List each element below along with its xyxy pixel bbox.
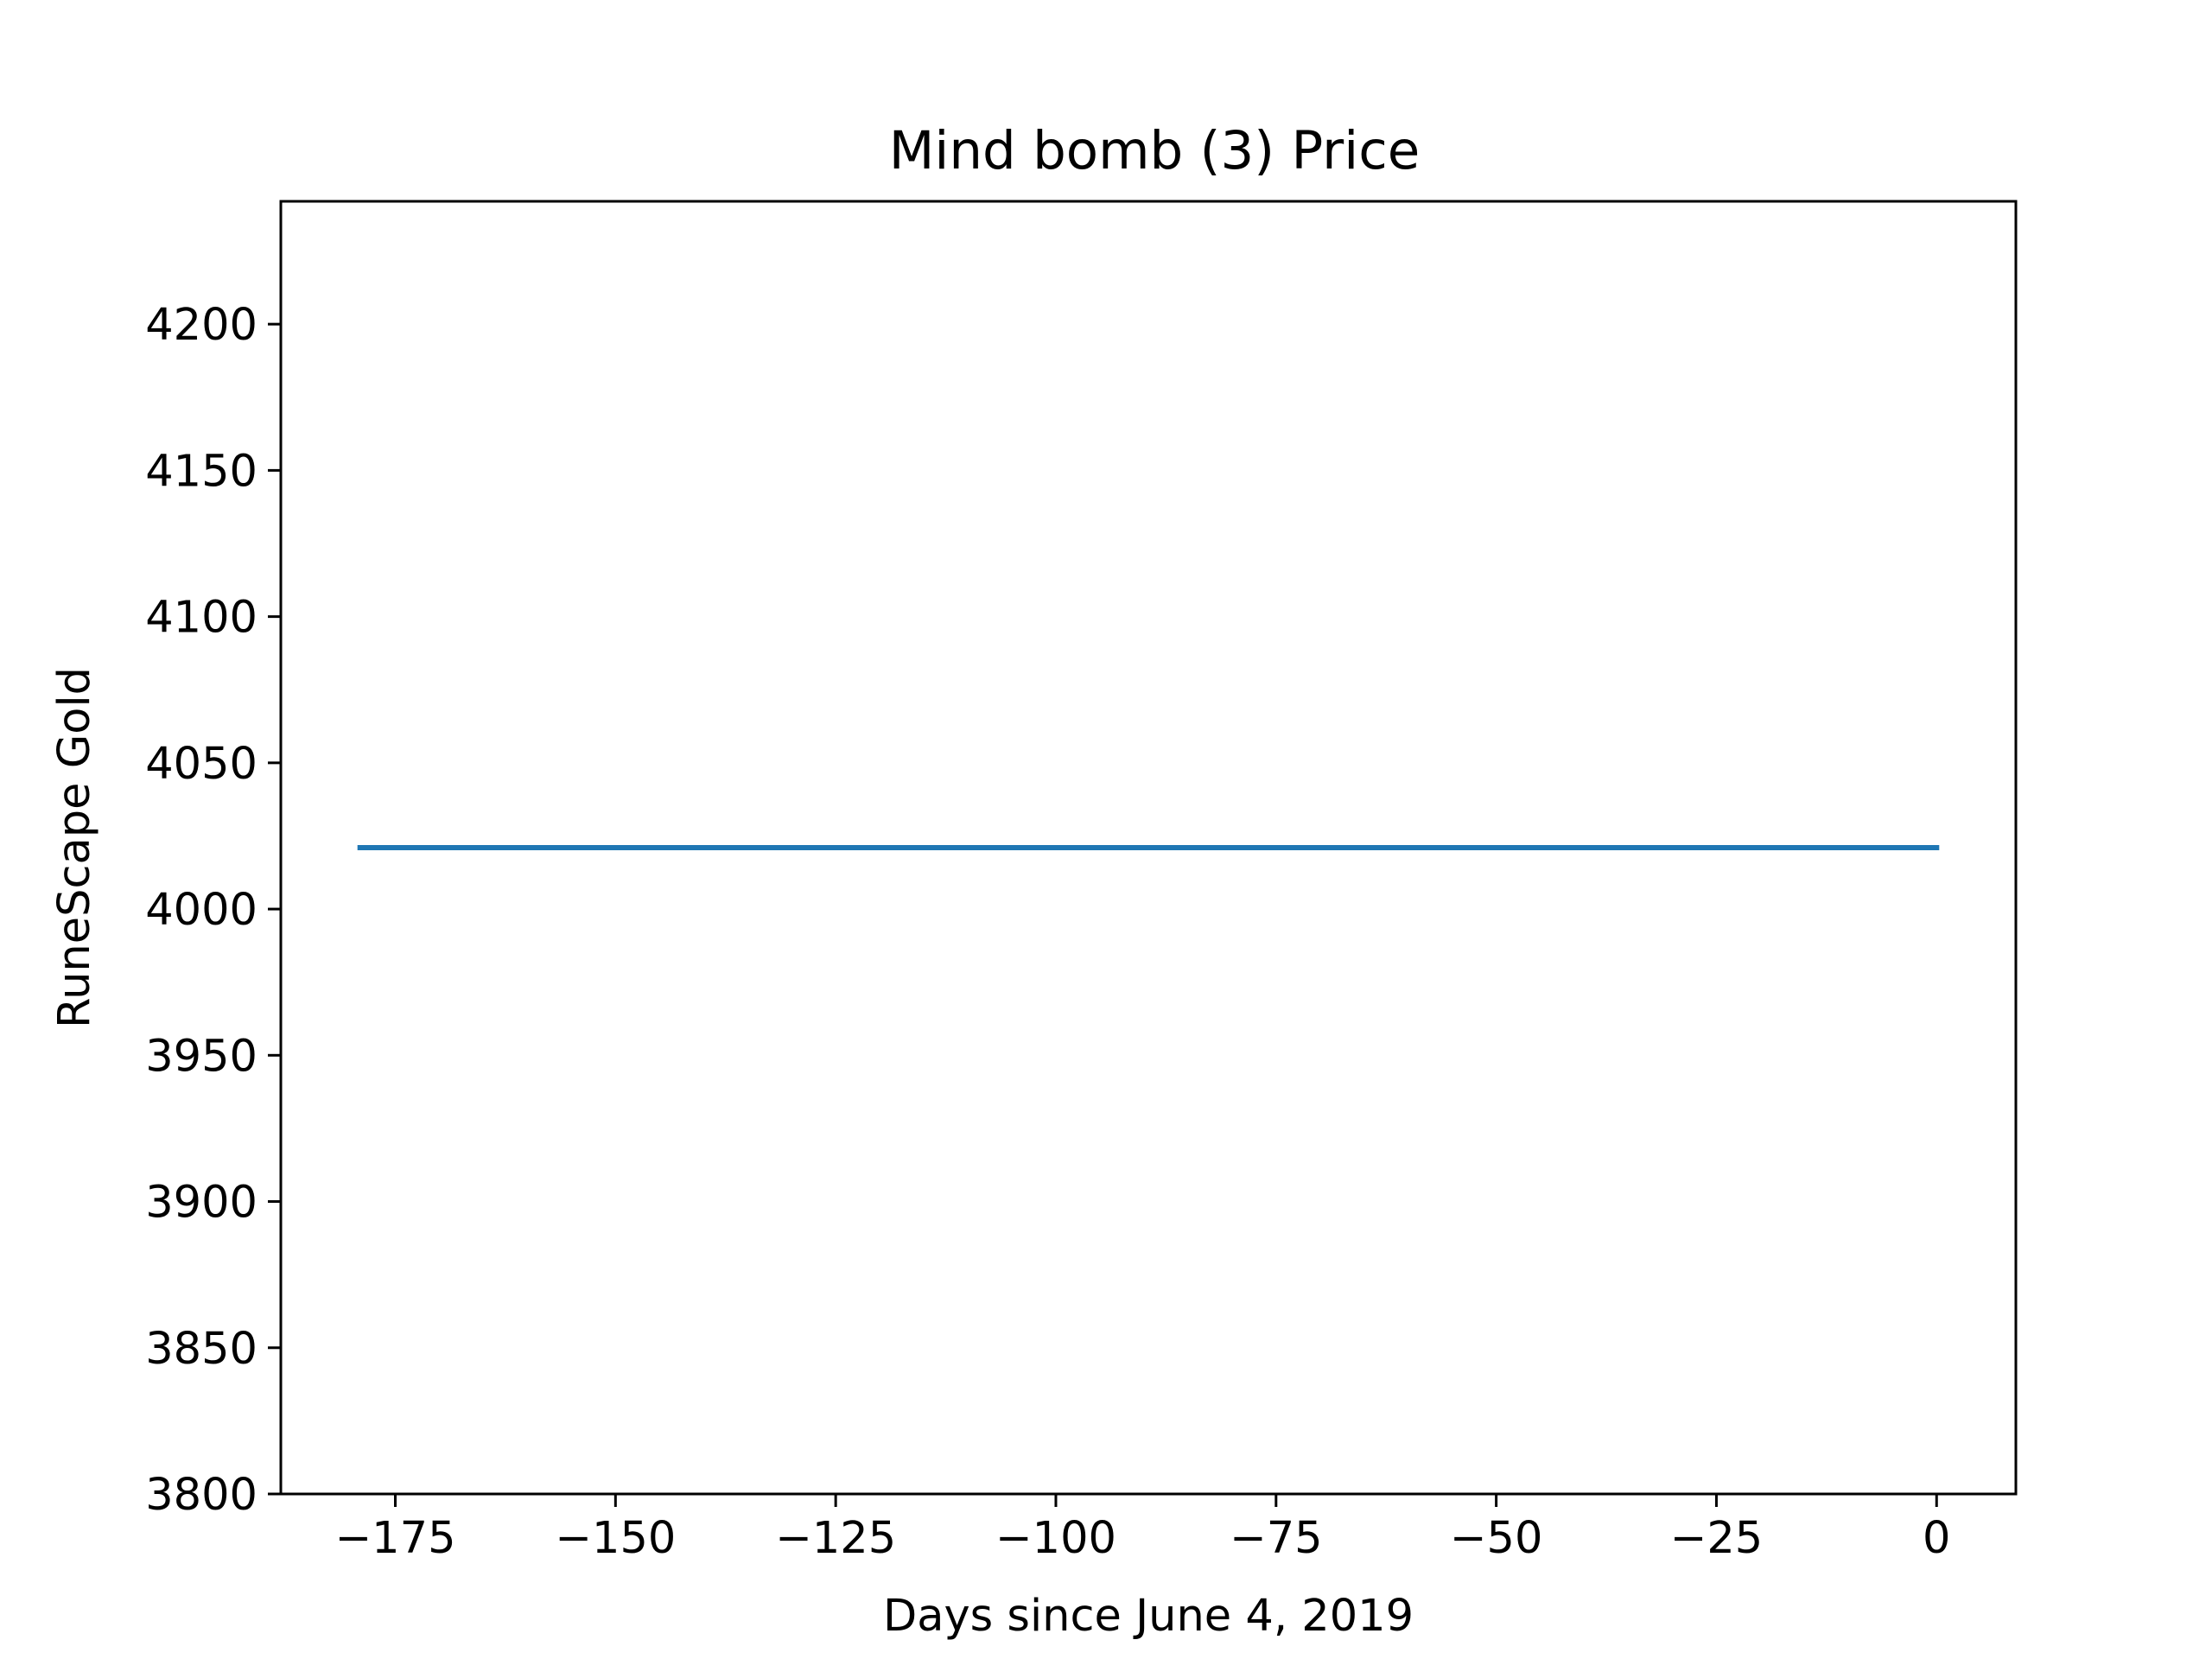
x-tick-label: −75	[1230, 1513, 1323, 1564]
y-axis-ticks: 3800 3850 3900 3950 4000 4050 4100 4150 4200	[145, 300, 281, 1521]
y-tick-label: 4200	[145, 300, 257, 351]
y-tick-label: 3950	[145, 1031, 257, 1082]
x-tick-label: −50	[1450, 1513, 1543, 1564]
y-tick-label: 3900	[145, 1178, 257, 1229]
y-tick-label: 4050	[145, 739, 257, 790]
x-tick-label: 0	[1923, 1513, 1950, 1564]
x-axis-label: Days since June 4, 2019	[883, 1591, 1414, 1642]
plot-frame	[279, 200, 2018, 1496]
x-axis-ticks: −175 −150 −125 −100 −75 −50 −25 0	[334, 1494, 1950, 1564]
x-tick-label: −175	[334, 1513, 455, 1564]
y-axis-label: RuneScape Gold	[49, 667, 100, 1028]
y-tick-label: 3850	[145, 1324, 257, 1375]
y-tick-label: 3800	[145, 1470, 257, 1521]
y-tick-label: 4000	[145, 885, 257, 936]
y-tick-label: 4150	[145, 446, 257, 497]
y-tick-label: 4100	[145, 593, 257, 644]
x-tick-label: −25	[1670, 1513, 1764, 1564]
x-tick-label: −125	[775, 1513, 896, 1564]
x-tick-label: −100	[995, 1513, 1116, 1564]
chart-title: Mind bomb (3) Price	[889, 120, 1421, 181]
x-tick-label: −150	[555, 1513, 676, 1564]
